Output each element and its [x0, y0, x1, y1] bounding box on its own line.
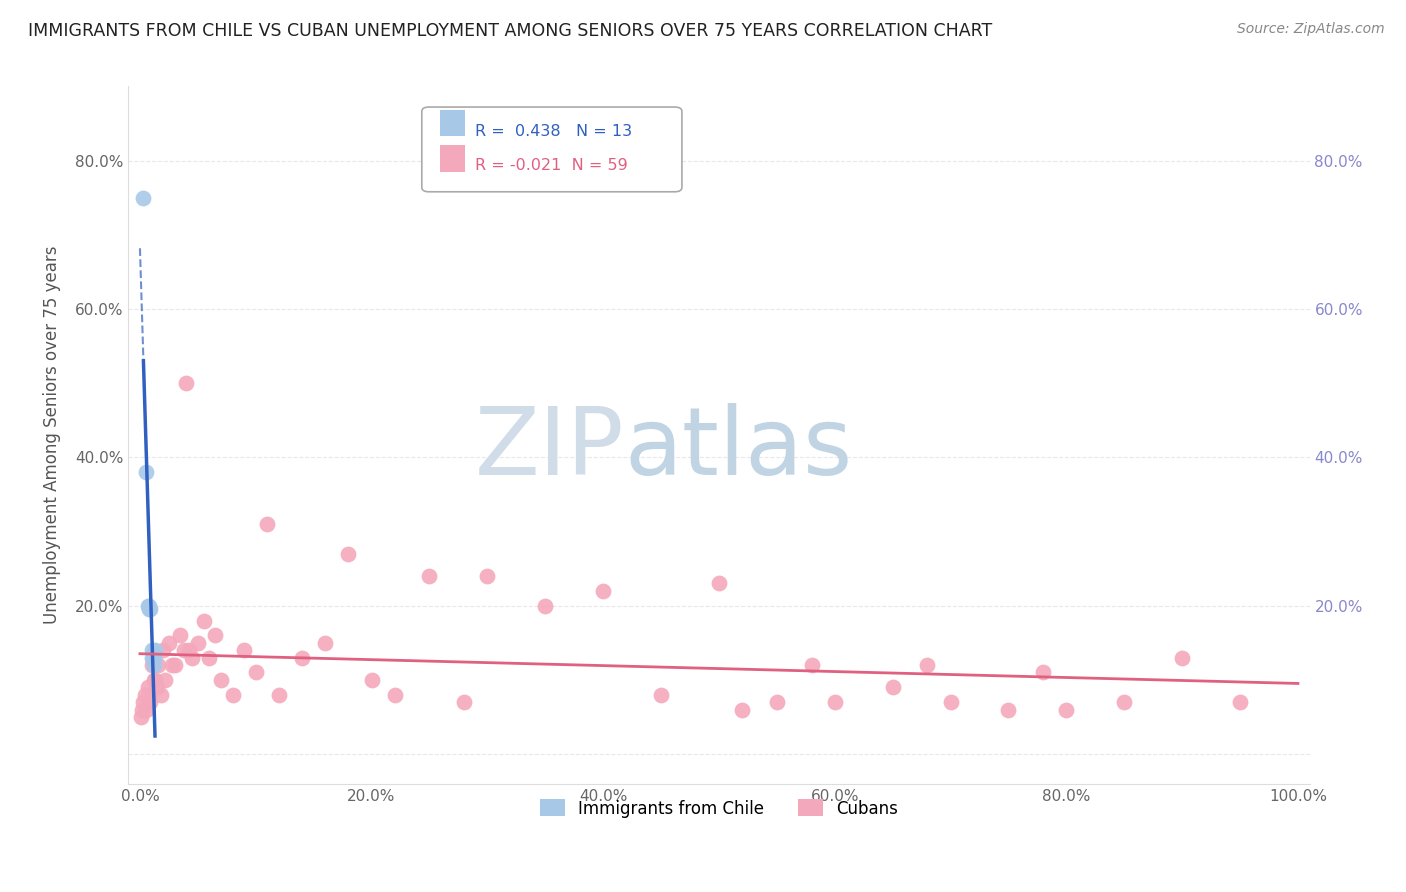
- Point: [157, 636, 180, 650]
- Text: atlas: atlas: [624, 403, 852, 495]
- Point: [1229, 695, 1251, 709]
- Point: [169, 628, 191, 642]
- Point: [141, 650, 163, 665]
- Point: [136, 599, 159, 613]
- Point: [174, 376, 197, 391]
- Point: [800, 658, 823, 673]
- Point: [132, 191, 155, 205]
- Point: [650, 688, 672, 702]
- Point: [146, 681, 169, 695]
- Point: [187, 636, 209, 650]
- Point: [142, 650, 165, 665]
- Point: [917, 658, 939, 673]
- Point: [314, 636, 336, 650]
- Point: [824, 695, 846, 709]
- Point: [143, 643, 166, 657]
- Point: [138, 688, 160, 702]
- Point: [142, 673, 165, 687]
- Point: [155, 673, 177, 687]
- Point: [1054, 702, 1077, 716]
- Point: [731, 702, 754, 716]
- Point: [141, 658, 163, 673]
- Point: [131, 702, 153, 716]
- Point: [152, 643, 174, 657]
- Point: [256, 517, 278, 532]
- Text: IMMIGRANTS FROM CHILE VS CUBAN UNEMPLOYMENT AMONG SENIORS OVER 75 YEARS CORRELAT: IMMIGRANTS FROM CHILE VS CUBAN UNEMPLOYM…: [28, 22, 993, 40]
- Point: [592, 583, 614, 598]
- Point: [141, 643, 163, 657]
- Point: [138, 602, 160, 616]
- Point: [233, 643, 256, 657]
- Point: [882, 681, 904, 695]
- Point: [132, 695, 155, 709]
- Point: [181, 650, 204, 665]
- Point: [477, 569, 499, 583]
- Point: [129, 710, 152, 724]
- Point: [1032, 665, 1054, 680]
- Point: [384, 688, 406, 702]
- Point: [1171, 650, 1194, 665]
- Point: [337, 547, 360, 561]
- Text: Source: ZipAtlas.com: Source: ZipAtlas.com: [1237, 22, 1385, 37]
- Point: [1114, 695, 1136, 709]
- Point: [997, 702, 1019, 716]
- Point: [149, 688, 172, 702]
- Point: [221, 688, 243, 702]
- Point: [209, 673, 232, 687]
- Point: [143, 673, 166, 687]
- Point: [138, 599, 160, 613]
- Text: ZIP: ZIP: [475, 403, 624, 495]
- Point: [453, 695, 475, 709]
- Point: [136, 681, 159, 695]
- Point: [177, 643, 200, 657]
- Point: [135, 702, 157, 716]
- Point: [193, 614, 215, 628]
- Point: [163, 658, 186, 673]
- Point: [148, 658, 170, 673]
- Point: [135, 465, 157, 479]
- Point: [142, 658, 165, 673]
- Point: [939, 695, 962, 709]
- Legend: Immigrants from Chile, Cubans: Immigrants from Chile, Cubans: [533, 793, 904, 824]
- Point: [162, 658, 184, 673]
- Point: [245, 665, 267, 680]
- Point: [142, 650, 165, 665]
- Point: [173, 643, 195, 657]
- Point: [418, 569, 440, 583]
- Point: [142, 647, 165, 661]
- Point: [139, 695, 162, 709]
- Text: R = -0.021  N = 59: R = -0.021 N = 59: [475, 158, 628, 172]
- Point: [534, 599, 557, 613]
- Y-axis label: Unemployment Among Seniors over 75 years: Unemployment Among Seniors over 75 years: [44, 246, 60, 624]
- Point: [198, 650, 221, 665]
- Point: [291, 650, 314, 665]
- Point: [360, 673, 382, 687]
- Point: [267, 688, 290, 702]
- Point: [707, 576, 730, 591]
- Point: [204, 628, 226, 642]
- Point: [134, 688, 156, 702]
- Point: [766, 695, 789, 709]
- Text: R =  0.438   N = 13: R = 0.438 N = 13: [475, 124, 633, 138]
- Point: [139, 602, 162, 616]
